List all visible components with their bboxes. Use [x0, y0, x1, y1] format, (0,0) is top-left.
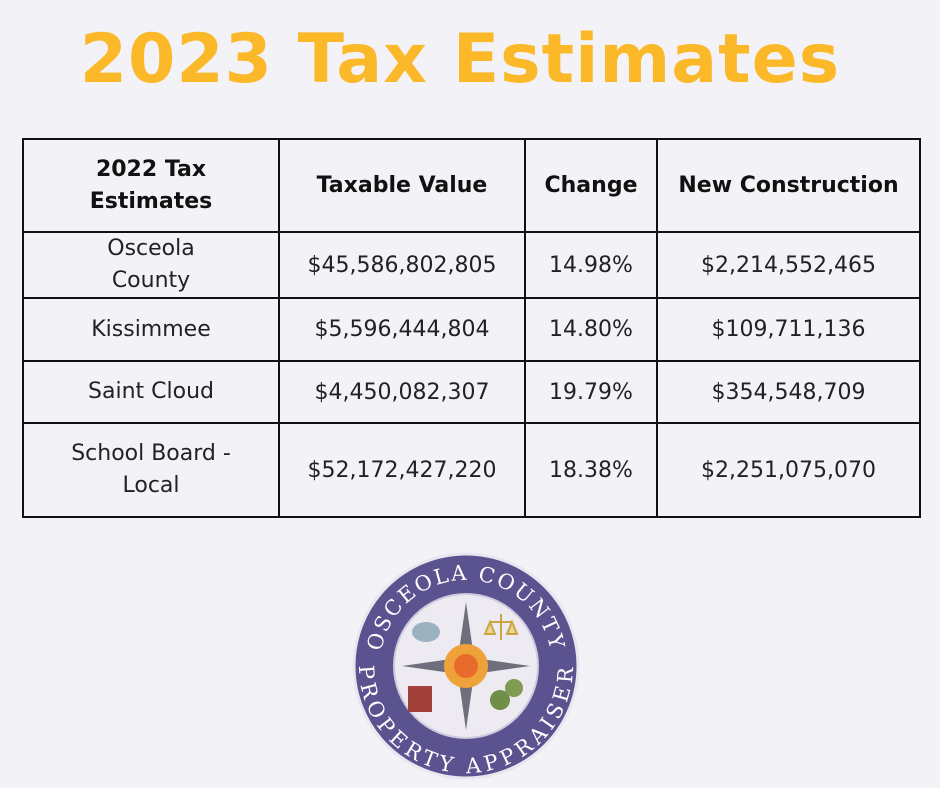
- column-header: Taxable Value: [278, 138, 526, 233]
- column-header-text: 2022 Tax Estimates: [89, 156, 213, 214]
- table-body: Osceola County $45,586,802,805 14.98% $2,21…: [22, 231, 921, 518]
- table-cell: $45,586,802,805: [278, 231, 526, 299]
- table-cell: $5,596,444,804: [278, 297, 526, 362]
- cell-text: $52,172,427,220: [307, 457, 497, 483]
- cell-text: 14.80%: [549, 317, 633, 342]
- cell-text: School Board - Local: [71, 441, 231, 498]
- cell-text: $2,251,075,070: [701, 457, 876, 483]
- cell-text: $5,596,444,804: [314, 317, 490, 342]
- cell-text: $2,214,552,465: [701, 252, 876, 278]
- column-header-text: New Construction: [678, 173, 899, 198]
- seal: OSCEOLA COUNTY PROPERTY APPRAISER: [352, 552, 580, 780]
- cell-text: 19.79%: [549, 379, 633, 405]
- cell-text: $354,548,709: [711, 379, 866, 405]
- table-cell: $52,172,427,220: [278, 422, 526, 518]
- tax-table: 2022 Tax Estimates Taxable Value Change New…: [22, 138, 921, 518]
- table-cell: Saint Cloud: [22, 360, 280, 424]
- cell-text: Saint Cloud: [88, 379, 214, 404]
- cell-text: 14.98%: [549, 252, 633, 278]
- table-row: School Board - Local $52,172,427,220 18.38…: [22, 422, 921, 518]
- table-cell: 19.79%: [524, 360, 658, 424]
- table-cell: $2,214,552,465: [656, 231, 921, 299]
- table-cell: $2,251,075,070: [656, 422, 921, 518]
- column-header: Change: [524, 138, 658, 233]
- cell-text: Osceola County: [107, 236, 195, 293]
- column-header-text: Taxable Value: [316, 173, 488, 198]
- column-header: New Construction: [656, 138, 921, 233]
- courthouse-icon: [408, 686, 432, 712]
- sun-core: [454, 654, 478, 678]
- table-cell: $354,548,709: [656, 360, 921, 424]
- cell-text: 18.38%: [549, 457, 633, 483]
- scales-icon: [483, 614, 519, 640]
- table-cell: $109,711,136: [656, 297, 921, 362]
- table-row: Osceola County $45,586,802,805 14.98% $2,21…: [22, 231, 921, 299]
- tree-icon: [490, 690, 510, 710]
- cell-text: $45,586,802,805: [307, 252, 497, 278]
- cell-text: $109,711,136: [711, 317, 866, 342]
- cell-text: Kissimmee: [91, 316, 211, 342]
- table-row: Kissimmee $5,596,444,804 14.80% $109,711,13…: [22, 297, 921, 362]
- column-header: 2022 Tax Estimates: [22, 138, 280, 233]
- cell-text: $4,450,082,307: [314, 379, 490, 405]
- header-row: 2022 Tax Estimates Taxable Value Change New…: [22, 138, 921, 233]
- table-cell: 18.38%: [524, 422, 658, 518]
- table-cell: Osceola County: [22, 231, 280, 299]
- table-cell: 14.98%: [524, 231, 658, 299]
- page-title: 2023 Tax Estimates: [79, 20, 841, 99]
- table-cell: $4,450,082,307: [278, 360, 526, 424]
- table-cell: Kissimmee: [22, 297, 280, 362]
- table-cell: School Board - Local: [22, 422, 280, 518]
- horse-icon: [412, 622, 440, 642]
- table-row: Saint Cloud $4,450,082,307 19.79% $354,548,…: [22, 360, 921, 424]
- tree-icon: [505, 679, 523, 697]
- table-cell: 14.80%: [524, 297, 658, 362]
- column-header-text: Change: [544, 173, 638, 198]
